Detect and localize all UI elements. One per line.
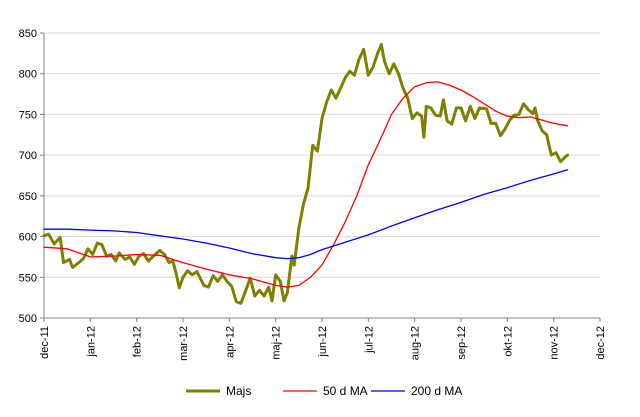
series-line-200-d-ma [43,169,569,260]
x-tick-label: jun-12 [317,326,329,358]
x-tick-label: dec-11 [39,326,51,359]
legend-label: 50 d MA [323,384,368,398]
x-tick-label: jul-12 [363,326,375,354]
x-tick-label: okt-12 [502,326,514,357]
x-tick-label: nov-12 [549,326,561,360]
y-tick-label: 850 [19,28,37,40]
x-tick-label: mar-12 [178,326,190,361]
legend-label: Majs [226,384,251,398]
y-tick-label: 550 [19,272,37,284]
legend-label: 200 d MA [411,384,462,398]
axes [43,33,600,319]
y-tick-label: 750 [19,109,37,121]
y-tick-label: 650 [19,191,37,203]
y-tick-label: 700 [19,150,37,162]
y-axis-ticks: 500 550 600 650 700 750 800 850 [19,28,44,325]
x-tick-label: sep-12 [456,326,468,360]
series-lines [42,42,570,305]
x-tick-label: aug-12 [410,326,422,360]
y-tick-label: 800 [19,69,37,81]
x-tick-label: jan-12 [85,326,97,358]
grid-lines [44,32,600,278]
series-line-50-d-ma [43,81,569,288]
x-tick-label: maj-12 [271,326,283,360]
x-axis-ticks: dec-11 jan-12 feb-12 mar-12 apr-12 maj-12 jun-… [39,318,607,361]
series-line-majs [42,42,570,305]
y-tick-label: 600 [19,232,37,244]
legend: Majs 50 d MA 200 d MA [186,384,462,398]
x-tick-label: dec-12 [595,326,607,360]
y-tick-label: 500 [19,313,37,325]
x-tick-label: feb-12 [132,326,144,357]
x-tick-label: apr-12 [224,326,236,358]
